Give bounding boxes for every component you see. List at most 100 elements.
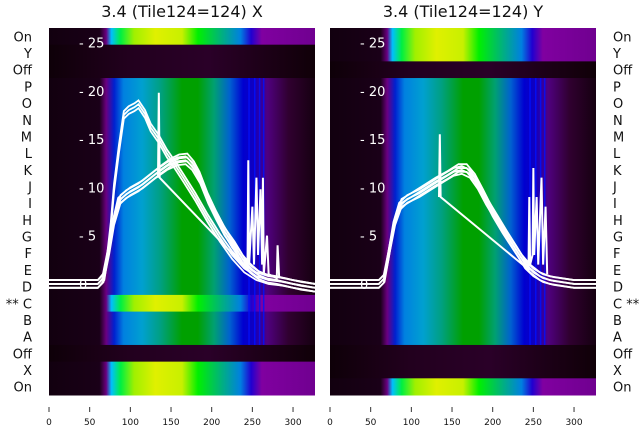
series-profile-bundle-2 [330, 163, 596, 281]
heatmap-row [49, 44, 315, 62]
heatmap-row [330, 311, 596, 329]
heatmap-row [330, 211, 596, 229]
row-label: X [613, 364, 622, 379]
row-label: O [22, 97, 32, 112]
chart-title-y: 3.4 (Tile124=124) Y [382, 2, 544, 21]
heatmap-row [49, 361, 315, 379]
row-label: O [613, 97, 623, 112]
row-label: G [613, 231, 623, 246]
y-tick-label: - 25 [79, 36, 104, 51]
y-tick-label: - 5 [79, 230, 96, 245]
row-label: K [613, 164, 622, 179]
y-tick-label: - 10 [360, 181, 385, 196]
row-label: P [24, 80, 32, 95]
row-label: G [22, 231, 32, 246]
row-label: On [613, 30, 631, 45]
row-label: Y [612, 47, 621, 62]
y-tick-label: - 15 [360, 133, 385, 148]
row-label: On [14, 30, 32, 45]
y-tick-label: - 20 [79, 85, 104, 100]
row-label: F [613, 247, 620, 262]
row-label: L [25, 147, 33, 162]
series-profile-bundle-2 [49, 163, 316, 293]
chart-title-x: 3.4 (Tile124=124) X [101, 2, 263, 21]
heatmap-row [49, 378, 315, 396]
x-tick-label: 0 [46, 418, 52, 428]
x-tick-label: 100 [403, 418, 420, 428]
heatmap-row [49, 328, 315, 346]
x-tick-label: 300 [565, 418, 582, 428]
row-label: Off [13, 347, 33, 362]
row-label: E [24, 264, 32, 279]
heatmap-row [49, 294, 315, 313]
y-tick-label: - 20 [360, 85, 385, 100]
heatmap-row [330, 244, 596, 263]
series-profile-bundle-2 [49, 155, 316, 285]
row-label: On [14, 381, 32, 396]
heatmap-row [49, 111, 315, 129]
row-label: C ** [613, 297, 640, 312]
row-label: H [22, 214, 32, 229]
heatmap-row [330, 361, 596, 379]
row-label: ** C [6, 297, 32, 312]
heatmap-row [49, 211, 315, 229]
y-tick-label: - 15 [79, 133, 104, 148]
heatmap-row [330, 328, 596, 346]
series-spikes [438, 134, 549, 275]
row-label: Off [13, 64, 33, 79]
heatmap-row [330, 194, 596, 212]
heatmap-row [330, 378, 596, 396]
row-label: M [613, 130, 624, 145]
y-tick-label: - 10 [79, 181, 104, 196]
heatmap-row [330, 44, 596, 62]
series-spikes [157, 92, 281, 280]
row-label: J [612, 180, 617, 195]
x-tick-label: 0 [327, 418, 333, 428]
row-label: X [23, 364, 32, 379]
row-label: N [613, 114, 623, 129]
x-tick-label: 250 [244, 418, 261, 428]
row-label: Off [613, 347, 633, 362]
row-label: Off [613, 64, 633, 79]
row-label: L [613, 147, 621, 162]
heatmap-row [49, 61, 315, 79]
row-label: J [27, 180, 32, 195]
x-tick-label: 50 [84, 418, 96, 428]
y-tick-label: - 5 [360, 230, 377, 245]
x-tick-label: 200 [484, 418, 501, 428]
heatmap-row [330, 28, 596, 46]
row-label: P [613, 80, 621, 95]
row-label: A [613, 331, 622, 346]
x-tick-label: 50 [365, 418, 377, 428]
row-label: M [21, 130, 32, 145]
row-label: B [613, 314, 622, 329]
row-label: Y [23, 47, 32, 62]
x-tick-label: 250 [525, 418, 542, 428]
heatmap-row [330, 61, 596, 79]
row-label: E [613, 264, 621, 279]
heatmap-row [49, 244, 315, 263]
x-tick-label: 150 [443, 418, 460, 428]
row-label: K [23, 164, 32, 179]
row-label: H [613, 214, 623, 229]
x-tick-label: 300 [284, 418, 301, 428]
heatmap-row [330, 111, 596, 129]
row-label: A [23, 331, 32, 346]
x-tick-label: 100 [122, 418, 139, 428]
heatmap-row [330, 344, 596, 363]
row-label: N [22, 114, 32, 129]
row-label: On [613, 381, 631, 396]
heatmap-row [49, 28, 315, 46]
series-profile-bundle-2 [330, 171, 596, 289]
row-label: F [25, 247, 32, 262]
row-label: I [28, 197, 32, 212]
heatmap-row [330, 261, 596, 279]
row-label: B [23, 314, 32, 329]
heatmap-row [49, 311, 315, 329]
row-label: D [22, 281, 32, 296]
y-tick-label: 0 [79, 278, 87, 293]
x-tick-label: 150 [162, 418, 179, 428]
y-tick-label: - 25 [360, 36, 385, 51]
heatmap-row [49, 194, 315, 212]
row-label: I [613, 197, 617, 212]
